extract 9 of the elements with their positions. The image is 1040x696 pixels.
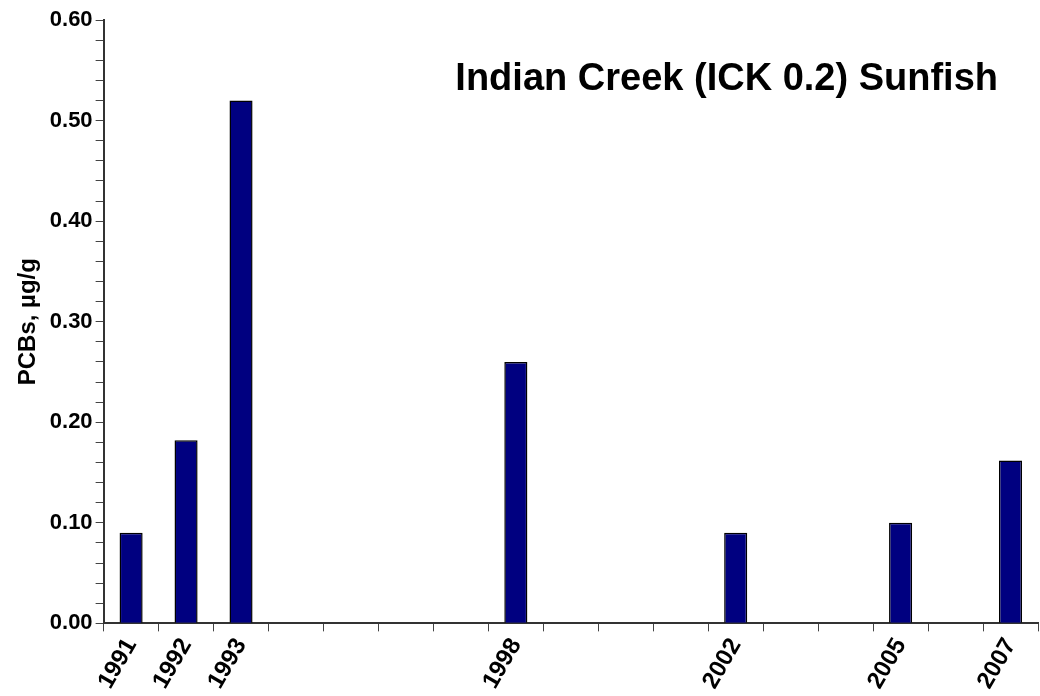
y-tick-label: 0.60: [49, 6, 93, 32]
text: Indian Creek (ICK 0.2) Sunfish: [455, 56, 998, 99]
y-tick-label: 0.20: [49, 408, 93, 434]
y-tick-label: 0.30: [49, 307, 93, 333]
y-tick-label: 0.00: [49, 609, 93, 635]
y-tick-label: 0.50: [49, 106, 93, 132]
y-tick-label: 0.40: [49, 207, 93, 233]
y-tick-label: 0.10: [49, 508, 93, 534]
y-axis-title: PCBs, µg/g: [13, 258, 41, 386]
